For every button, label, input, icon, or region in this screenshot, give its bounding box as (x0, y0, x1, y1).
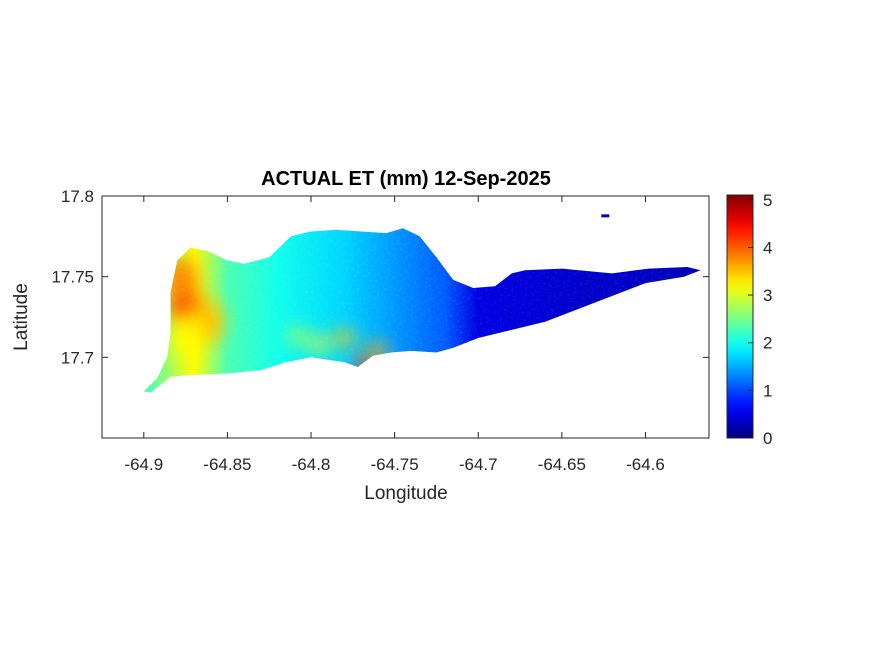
colorbar-tick-label: 5 (763, 191, 772, 210)
colorbar-tick-label: 2 (763, 334, 772, 353)
x-tick-label: -64.9 (124, 455, 163, 474)
islet-marker (601, 214, 610, 218)
x-tick-label: -64.75 (371, 455, 419, 474)
colorbar-tick-label: 4 (763, 238, 772, 257)
x-tick-label: -64.7 (459, 455, 498, 474)
x-axis-label: Longitude (364, 483, 447, 504)
y-tick-label: 17.75 (51, 268, 94, 287)
x-tick-label: -64.8 (292, 455, 331, 474)
colorbar-tick-label: 3 (763, 286, 772, 305)
plot-area: -64.9 -64.85 -64.8 -64.75 -64.7 -64.65 -64.6 1… (51, 187, 710, 474)
colorbar-tick-label: 0 (763, 429, 772, 448)
colorbar-tick-label: 1 (763, 381, 772, 400)
x-tick-label: -64.65 (538, 455, 586, 474)
y-axis-label: Latitude (11, 283, 32, 351)
chart-title: ACTUAL ET (mm) 12-Sep-2025 (261, 168, 551, 190)
colorbar: 0 1 2 3 4 5 (726, 191, 772, 448)
y-axis: 17.7 17.75 17.8 (51, 187, 709, 367)
x-tick-label: -64.85 (203, 455, 251, 474)
x-tick-label: -64.6 (626, 455, 665, 474)
x-axis: -64.9 -64.85 -64.8 -64.75 -64.7 -64.65 -64.6 (124, 196, 665, 474)
plot-frame (101, 195, 710, 439)
colorbar-scale (726, 194, 754, 439)
y-tick-label: 17.7 (61, 348, 94, 367)
y-tick-label: 17.8 (61, 187, 94, 206)
